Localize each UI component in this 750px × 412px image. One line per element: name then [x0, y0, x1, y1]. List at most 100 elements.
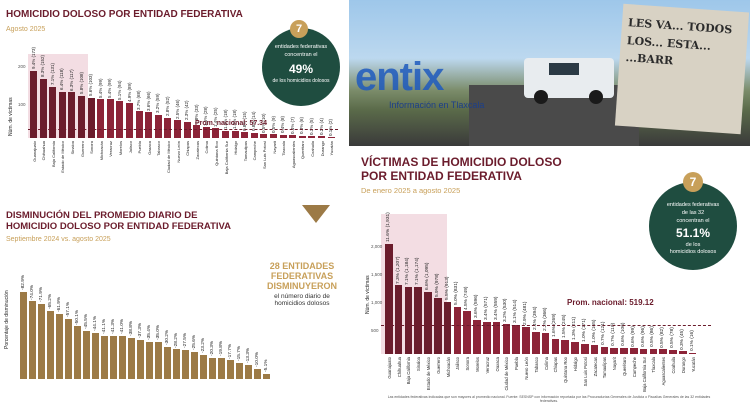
- panel3-badge-line1: entidades federativas: [666, 202, 720, 208]
- bar-michoacán: [97, 99, 105, 138]
- bar-category-label: Coahuila: [670, 357, 676, 374]
- bar-category-label: Yucatán: [690, 357, 696, 373]
- bar-value-label: -27.5%: [182, 333, 188, 349]
- bar-category-label: Chiapas: [553, 357, 559, 373]
- photo-banner-text: LES VA... TODOS LOS... ESTA... ...BARR: [625, 16, 733, 68]
- bar-category-label: Guerrero: [79, 141, 85, 158]
- bar-value-label: -71.9%: [38, 286, 44, 302]
- bar-27: [263, 373, 270, 379]
- bar-2: [38, 303, 45, 379]
- bar-25: [245, 365, 252, 379]
- panel2-subtitle: Septiembre 2024 vs. agosto 2025: [6, 236, 111, 243]
- panel3-badge-line2: de las 32: [681, 210, 705, 216]
- bar-category-label: Puebla: [514, 357, 520, 371]
- bar-value-label: 2.8% (52): [164, 96, 170, 117]
- bar-0: [20, 291, 27, 379]
- bar-21: [209, 357, 216, 379]
- bar-value-label: 5.6% (103): [88, 74, 94, 97]
- bar-category-label: Veracruz: [484, 357, 490, 374]
- bar-value-label: -45.5%: [83, 314, 89, 330]
- bar-tamaulipas: [600, 347, 609, 354]
- bar-value-label: 8.3% (152): [40, 55, 46, 78]
- panel1-badge-line1: entidades federativas: [274, 44, 328, 50]
- bar-value-label: 0.3% (6): [299, 117, 305, 135]
- panel2-callout-line5: homicidios dolosos: [274, 300, 330, 307]
- bar-ciudad-de-méxico: [164, 117, 172, 138]
- bar-category-label: Chihuahua: [396, 357, 402, 378]
- bar-value-label: 2.2% (366): [542, 307, 548, 332]
- panel1-ytick-200: 200: [18, 64, 26, 69]
- bar-value-label: 1.5% (245): [562, 314, 568, 339]
- bar-value-label: -44.1%: [92, 315, 98, 331]
- bar-value-label: -50.1%: [74, 309, 80, 325]
- panel3-subtitle: De enero 2025 a agosto 2025: [361, 186, 461, 195]
- bar-value-label: 0.5% (82): [660, 326, 666, 348]
- bar-tlaxcala: [649, 349, 658, 354]
- news-photo: LES VA... TODOS LOS... ESTA... ...BARR e…: [349, 0, 750, 146]
- panel-disminucion: DISMINUCIÓN DEL PROMEDIO DIARIO DE HOMIC…: [0, 203, 348, 412]
- bar-aguascalientes: [659, 349, 667, 354]
- bar-quintana-roo: [212, 128, 220, 138]
- bar-value-label: 5.9% (978): [434, 273, 440, 297]
- bar-category-label: Quintana Roo: [213, 141, 219, 166]
- bar-value-label: 5.5% (913): [444, 276, 450, 301]
- bar-11: [119, 335, 126, 379]
- bar-category-label: Morelos: [117, 141, 123, 156]
- bar-colima: [541, 333, 550, 354]
- bar-category-label: Michoacán: [445, 357, 451, 378]
- bar-value-label: 0.3% (45): [679, 328, 685, 350]
- bar-jalisco: [453, 306, 462, 354]
- bar-value-label: 0.6% (99): [630, 325, 636, 347]
- bar-puebla: [512, 324, 520, 354]
- bar-guanajuato: [30, 70, 37, 138]
- bar-coahuila: [669, 349, 677, 354]
- bar-yucatán: [327, 137, 335, 138]
- bar-22: [218, 358, 225, 379]
- bar-category-label: Nayarit: [271, 141, 277, 154]
- bar-tamaulipas: [241, 132, 249, 138]
- bar-veracruz: [483, 321, 491, 354]
- bar-zacatecas: [193, 125, 201, 138]
- bar-value-label: 1.3% (211): [571, 317, 577, 341]
- panel1-badge-number: 7: [290, 20, 308, 38]
- panel-homicidio-entidad: HOMICIDIO DOLOSO POR ENTIDAD FEDERATIVA …: [0, 0, 348, 200]
- bar-san-luis-potosí: [581, 344, 589, 354]
- bar-sinaloa: [68, 92, 76, 138]
- bar-value-label: 11.6% (1,931): [385, 212, 391, 243]
- bar-category-label: Chiapas: [185, 141, 191, 156]
- bar-value-label: -65.2%: [47, 293, 53, 309]
- bar-value-label: 6.6% (1,095): [424, 262, 430, 290]
- bar-sonora: [87, 97, 95, 138]
- bar-12: [128, 338, 135, 379]
- bar-category-label: Aguascalientes: [661, 357, 667, 386]
- bar-guerrero: [78, 95, 85, 138]
- bar-jalisco: [126, 103, 133, 138]
- panel2-callout-line3: DISMINUYERON: [266, 281, 337, 291]
- bar-category-label: San Luis Potosí: [582, 357, 588, 387]
- photo-banner: LES VA... TODOS LOS... ESTA... ...BARR: [614, 3, 750, 135]
- bar-category-label: Zacatecas: [592, 357, 598, 377]
- bar-value-label: -37.3%: [137, 322, 143, 339]
- panel-victimas: VÍCTIMAS DE HOMICIDIO DOLOSO POR ENTIDAD…: [349, 148, 750, 412]
- bar-category-label: Hidalgo: [233, 141, 239, 155]
- bar-colima: [202, 127, 210, 138]
- bar-category-label: Yucatán: [329, 141, 335, 156]
- bar-category-label: Tabasco: [156, 141, 162, 156]
- bar-tlaxcala: [279, 134, 287, 138]
- bar-value-label: 7.1% (1,184): [405, 257, 411, 285]
- bar-5: [65, 319, 72, 379]
- bar-category-label: Baja California: [406, 357, 412, 385]
- bar-estado-de-méxico: [424, 291, 432, 354]
- bar-michoacán: [443, 302, 452, 354]
- bar-value-label: 0.3% (5): [308, 117, 314, 135]
- panel1-badge-pct: 49%: [288, 62, 314, 76]
- bar-8: [92, 332, 99, 379]
- bar-value-label: 0.5% (9): [270, 115, 276, 133]
- bar-value-label: 0.2% (4): [318, 117, 324, 135]
- bar-chiapas: [551, 338, 560, 354]
- bar-sonora: [463, 311, 471, 354]
- bar-chihuahua: [394, 285, 403, 354]
- bar-category-label: Coahuila: [309, 141, 315, 157]
- bar-category-label: Estado de México: [60, 141, 66, 173]
- bar-morelos: [116, 101, 124, 138]
